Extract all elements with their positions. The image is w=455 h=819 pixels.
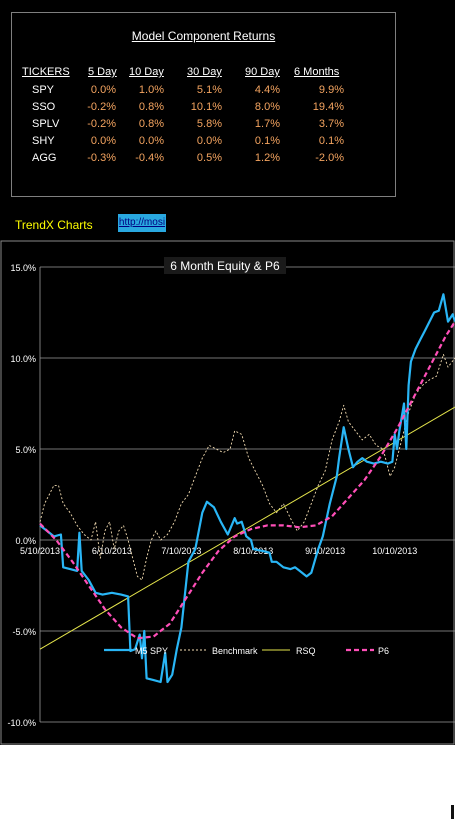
- return-cell: -2.0%: [315, 152, 344, 164]
- return-cell: 5.8%: [196, 118, 222, 130]
- x-tick-label: 6/10/2013: [92, 546, 132, 556]
- legend-label: Benchmark: [212, 646, 258, 656]
- returns-table-title: Model Component Returns: [131, 29, 276, 43]
- column-header-tickers: TICKERS: [22, 66, 70, 78]
- chart-border: [0, 240, 455, 745]
- url-link[interactable]: http://mosi: [118, 214, 166, 232]
- ticker-cell: SPLV: [32, 118, 60, 130]
- returns-panel: Model Component Returns TICKERS 5 Day 10…: [0, 0, 455, 240]
- column-header-5-day: 5 Day: [88, 66, 117, 78]
- series-p6: [39, 321, 455, 640]
- return-cell: 9.9%: [318, 84, 344, 96]
- legend-label: P6: [378, 646, 389, 656]
- returns-table: Model Component Returns TICKERS 5 Day 10…: [11, 12, 396, 197]
- trendx-charts-label: TrendX Charts: [15, 218, 93, 232]
- return-cell: 4.4%: [254, 84, 280, 96]
- return-cell: 10.1%: [190, 101, 222, 113]
- return-cell: 1.0%: [138, 84, 164, 96]
- edge-mark: [451, 805, 454, 819]
- equity-chart-svg: 15.0% 10.0% 5.0% 0.0% -5.0% -10.0% 5/10/2013 6…: [0, 240, 455, 745]
- return-cell: -0.2%: [87, 101, 116, 113]
- x-tick-label: 7/10/2013: [161, 546, 201, 556]
- x-tick-label: 10/10/2013: [372, 546, 417, 556]
- column-header-10-day: 10 Day: [129, 66, 164, 78]
- return-cell: 19.4%: [312, 101, 344, 113]
- return-cell: 1.2%: [254, 152, 280, 164]
- return-cell: -0.3%: [87, 152, 116, 164]
- return-cell: 3.7%: [318, 118, 344, 130]
- y-tick-label: 10.0%: [10, 354, 36, 364]
- return-cell: 0.0%: [138, 135, 164, 147]
- y-tick-label: 15.0%: [10, 263, 36, 273]
- return-cell: 0.8%: [138, 101, 164, 113]
- y-tick-label: -10.0%: [7, 718, 36, 728]
- return-cell: 1.7%: [254, 118, 280, 130]
- chart-title: 6 Month Equity & P6: [170, 259, 280, 273]
- ticker-cell: SSO: [32, 101, 56, 113]
- y-tick-label: 0.0%: [15, 536, 36, 546]
- legend-label: RSQ: [296, 646, 316, 656]
- ticker-cell: AGG: [32, 152, 57, 164]
- return-cell: 0.1%: [318, 135, 344, 147]
- equity-chart: 15.0% 10.0% 5.0% 0.0% -5.0% -10.0% 5/10/2013 6…: [0, 240, 455, 745]
- x-tick-label: 8/10/2013: [233, 546, 273, 556]
- chart-area: [0, 240, 455, 745]
- x-tick-label: 9/10/2013: [305, 546, 345, 556]
- series-rsq: [39, 406, 455, 650]
- series-m5-spy: [39, 293, 455, 684]
- return-cell: 5.1%: [196, 84, 222, 96]
- return-cell: -0.4%: [135, 152, 164, 164]
- column-header-30-day: 30 Day: [187, 66, 222, 78]
- ticker-cell: SHY: [32, 135, 55, 147]
- legend-label: M5 SPY: [135, 646, 168, 656]
- return-cell: 8.0%: [254, 101, 280, 113]
- page-bottom: [0, 745, 455, 819]
- return-cell: -0.2%: [87, 118, 116, 130]
- return-cell: 0.0%: [90, 84, 116, 96]
- return-cell: 0.1%: [254, 135, 280, 147]
- chart-legend: M5 SPY Benchmark RSQ P6: [104, 646, 389, 656]
- chart-title-backdrop: [164, 257, 286, 274]
- return-cell: 0.0%: [90, 135, 116, 147]
- return-cell: 0.8%: [138, 118, 164, 130]
- x-tick-label: 5/10/2013: [20, 546, 60, 556]
- return-cell: 0.0%: [196, 135, 222, 147]
- ticker-cell: SPY: [32, 84, 55, 96]
- series-benchmark: [39, 353, 455, 581]
- column-header-6-months: 6 Months: [294, 66, 340, 78]
- return-cell: 0.5%: [196, 152, 222, 164]
- y-tick-label: -5.0%: [12, 627, 36, 637]
- column-header-90-day: 90 Day: [245, 66, 280, 78]
- y-tick-label: 5.0%: [15, 445, 36, 455]
